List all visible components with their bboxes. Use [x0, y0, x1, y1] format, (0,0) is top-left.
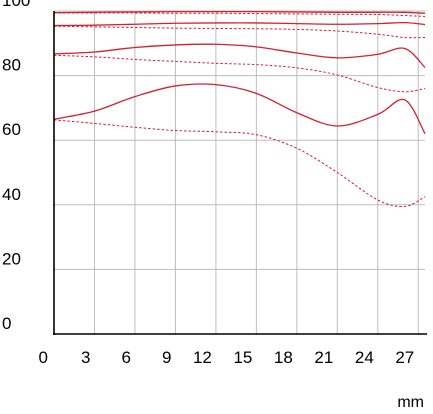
- x-tick-label: 0: [39, 348, 48, 367]
- series-line-7-solid: [53, 83, 426, 135]
- x-tick-label: 27: [395, 348, 414, 367]
- series-line-4-dashed: [53, 25, 426, 39]
- series-lines: [53, 10, 426, 208]
- y-tick-label: 80: [2, 56, 21, 75]
- series-line-2-dashed: [54, 12, 426, 17]
- y-tick-label: 60: [2, 120, 21, 139]
- series-line-8-dashed: [53, 119, 426, 208]
- y-tick-label: 0: [2, 314, 11, 333]
- x-tick-label: 21: [314, 348, 333, 367]
- x-tick-label: 12: [193, 348, 212, 367]
- x-tick-label: 18: [274, 348, 293, 367]
- x-axis-unit-label: mm: [397, 394, 424, 411]
- x-tick-label: 15: [233, 348, 252, 367]
- x-tick-label: 24: [355, 348, 374, 367]
- y-tick-label: 40: [2, 185, 21, 204]
- series-line-3-solid: [53, 21, 426, 27]
- x-tick-label: 3: [81, 348, 90, 367]
- tick-labels: 0 20 40 60 80 100 0 3 6 9 12 15 18 21 24 27: [2, 0, 414, 367]
- axes: [53, 11, 427, 335]
- y-tick-label: 100: [2, 0, 30, 10]
- x-tick-label: 9: [162, 348, 171, 367]
- series-line-1-solid: [53, 10, 426, 14]
- series-line-5-solid: [53, 43, 426, 69]
- y-tick-label: 20: [2, 249, 21, 268]
- grid-lines: [54, 10, 425, 334]
- series-line-6-dashed: [53, 54, 426, 93]
- x-tick-label: 6: [121, 348, 130, 367]
